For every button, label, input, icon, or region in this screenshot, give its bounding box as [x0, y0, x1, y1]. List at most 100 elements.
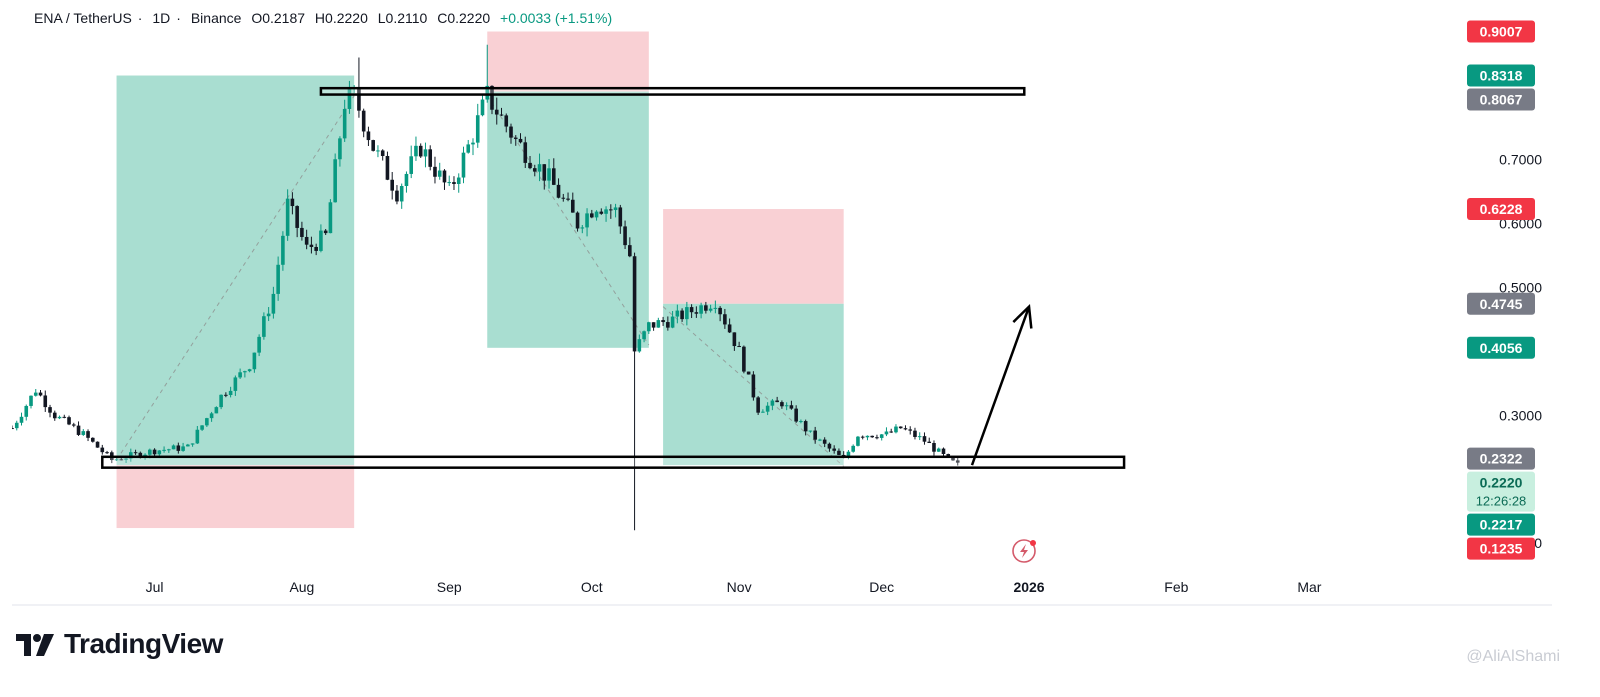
alert-icon[interactable]: [1012, 539, 1036, 563]
candle-body: [651, 322, 656, 328]
candle: [651, 322, 656, 331]
candle-body: [751, 374, 756, 398]
candle: [623, 220, 627, 250]
candle-body: [927, 441, 932, 443]
candle-body: [67, 417, 71, 425]
resistance-level-box[interactable]: [319, 86, 1026, 96]
candle-body: [590, 213, 594, 218]
candle: [718, 306, 722, 322]
candle-body: [780, 402, 784, 407]
candle: [699, 302, 703, 319]
candle-body: [409, 156, 414, 174]
price-label-bg: [1467, 447, 1535, 470]
candle-body: [52, 412, 57, 419]
price-label-bg: [1467, 471, 1535, 512]
candle: [319, 224, 323, 253]
candle: [95, 441, 100, 448]
candle: [723, 308, 727, 329]
candle: [780, 400, 784, 409]
candle: [167, 448, 171, 453]
candle: [347, 80, 352, 114]
support-level-box[interactable]: [101, 455, 1126, 469]
candle: [789, 400, 794, 410]
candle: [271, 286, 276, 319]
price-label: 0.4745: [1467, 292, 1535, 315]
chart-area[interactable]: JulAugSepOctNovDec2026FebMar0.10000.3000…: [12, 0, 1600, 612]
price-label: 0.4056: [1467, 336, 1535, 359]
candle: [71, 422, 76, 428]
candle: [290, 192, 295, 215]
projection-arrow[interactable]: [970, 303, 1033, 466]
candle: [81, 429, 86, 436]
candle-body: [513, 137, 518, 139]
candle: [461, 146, 466, 184]
candle-body: [894, 426, 898, 433]
candle-body: [822, 439, 827, 444]
candle: [955, 457, 960, 466]
candle-body: [176, 445, 181, 451]
candle-body: [647, 322, 651, 332]
candle-body: [518, 138, 523, 143]
candle-body: [542, 164, 547, 181]
candle-body: [509, 126, 513, 138]
candle: [186, 443, 190, 447]
legend-symbol[interactable]: ENA / TetherUS: [34, 10, 132, 26]
candle: [856, 435, 860, 447]
candle-body: [827, 443, 832, 449]
candle-body: [300, 227, 304, 237]
candle-body: [233, 377, 238, 391]
candle: [57, 415, 62, 420]
candle-body: [328, 202, 333, 234]
candle: [680, 308, 684, 322]
level-boxes[interactable]: [101, 86, 1126, 469]
tradingview-logo[interactable]: TradingView: [14, 628, 223, 660]
candle-body: [162, 449, 166, 451]
candle: [162, 446, 166, 453]
candle-body: [12, 428, 14, 430]
candle: [537, 153, 542, 182]
candle: [395, 185, 399, 205]
candle: [452, 176, 456, 190]
price-label-value: 0.2220: [1480, 475, 1523, 491]
candle-body: [765, 405, 770, 412]
candle-body: [794, 408, 798, 422]
candle-body: [490, 85, 494, 110]
candle-body: [685, 307, 689, 320]
candle-body: [661, 320, 665, 323]
candle: [737, 341, 741, 348]
candle-body: [746, 371, 751, 375]
candle-body: [628, 245, 632, 257]
x-tick-label: Nov: [727, 579, 752, 595]
candle: [323, 228, 328, 235]
legend-interval[interactable]: 1D: [152, 10, 171, 26]
candle-body: [333, 159, 337, 203]
price-label: 0.8318: [1467, 64, 1535, 87]
lightning-icon: [1020, 544, 1028, 558]
candle-body: [205, 418, 209, 426]
candlestick-chart[interactable]: JulAugSepOctNovDec2026FebMar0.10000.3000…: [12, 0, 1600, 612]
candle-body: [62, 416, 67, 418]
candle-body: [936, 448, 941, 452]
arrow-shaft[interactable]: [970, 306, 1031, 466]
candle-body: [675, 310, 680, 317]
x-tick-label: 2026: [1013, 579, 1044, 595]
candle: [837, 448, 841, 456]
price-label-countdown: 12:26:28: [1476, 494, 1527, 509]
candle: [475, 103, 480, 148]
candle-body: [913, 430, 917, 437]
tradingview-logo-icon: [16, 634, 54, 656]
candle: [575, 211, 580, 232]
price-label-value: 0.4056: [1480, 340, 1523, 356]
candle: [894, 424, 898, 434]
candle: [247, 368, 252, 373]
candle: [932, 440, 936, 456]
candle: [86, 429, 90, 442]
arrow-head[interactable]: [1012, 303, 1033, 329]
candle: [827, 442, 832, 452]
candle-body: [789, 405, 794, 409]
candle: [328, 199, 333, 234]
candle-body: [243, 371, 247, 373]
candle-body: [803, 421, 808, 432]
candle-body: [404, 173, 409, 187]
candle: [542, 164, 547, 190]
